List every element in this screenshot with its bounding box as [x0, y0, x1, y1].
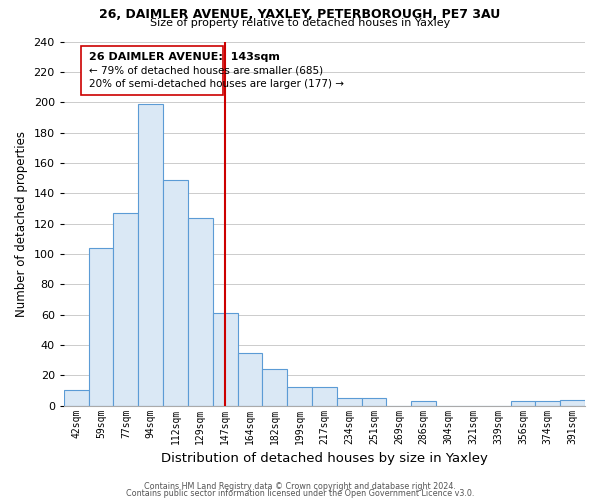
FancyBboxPatch shape [81, 46, 223, 94]
Text: 26 DAIMLER AVENUE:  143sqm: 26 DAIMLER AVENUE: 143sqm [89, 52, 280, 62]
X-axis label: Distribution of detached houses by size in Yaxley: Distribution of detached houses by size … [161, 452, 488, 465]
Text: Contains HM Land Registry data © Crown copyright and database right 2024.: Contains HM Land Registry data © Crown c… [144, 482, 456, 491]
Bar [535, 401, 560, 406]
Bar [511, 401, 535, 406]
Bar [411, 401, 436, 406]
Text: ← 79% of detached houses are smaller (685): ← 79% of detached houses are smaller (68… [89, 66, 323, 76]
Bar [238, 352, 262, 406]
Bar [188, 218, 213, 406]
Bar [138, 104, 163, 406]
Bar [337, 398, 362, 406]
Bar [213, 313, 238, 406]
Bar [312, 388, 337, 406]
Bar [362, 398, 386, 406]
Bar [113, 213, 138, 406]
Bar [64, 390, 89, 406]
Y-axis label: Number of detached properties: Number of detached properties [15, 130, 28, 316]
Text: 26, DAIMLER AVENUE, YAXLEY, PETERBOROUGH, PE7 3AU: 26, DAIMLER AVENUE, YAXLEY, PETERBOROUGH… [100, 8, 500, 20]
Bar [163, 180, 188, 406]
Bar [560, 400, 585, 406]
Text: Size of property relative to detached houses in Yaxley: Size of property relative to detached ho… [150, 18, 450, 28]
Text: 20% of semi-detached houses are larger (177) →: 20% of semi-detached houses are larger (… [89, 78, 344, 88]
Bar [287, 388, 312, 406]
Text: Contains public sector information licensed under the Open Government Licence v3: Contains public sector information licen… [126, 488, 474, 498]
Bar [89, 248, 113, 406]
Bar [262, 369, 287, 406]
